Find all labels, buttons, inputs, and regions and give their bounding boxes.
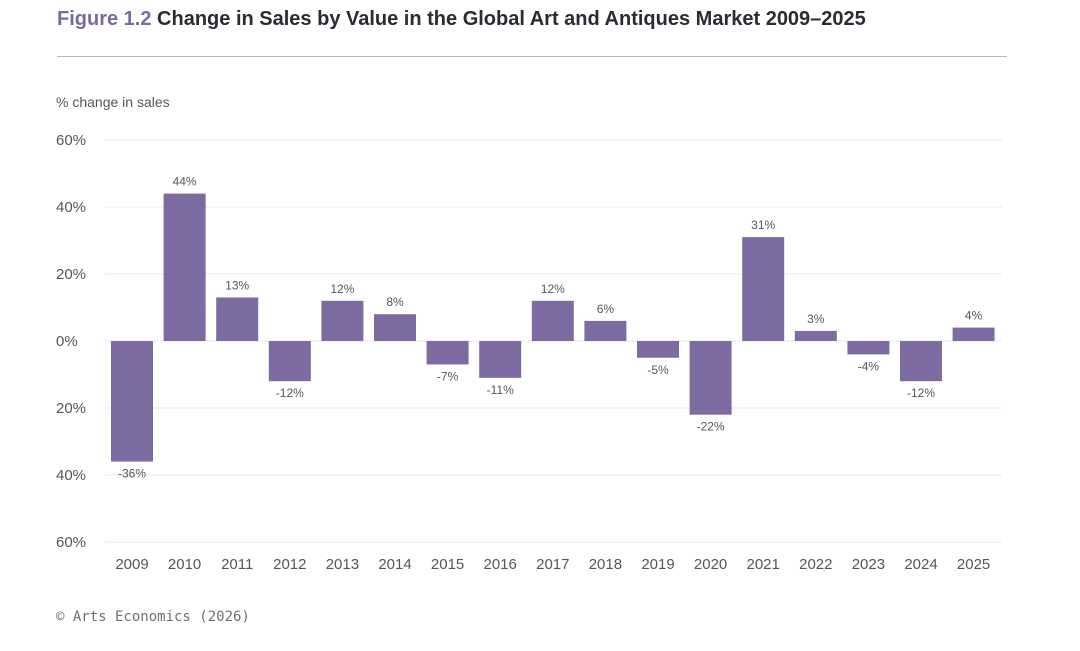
data-labels: -36% 44% 13% -12% 12% 8% -7% -11% 12% 6% -5% -22% 31… <box>118 175 983 481</box>
data-label-2022: 3% <box>807 312 825 326</box>
x-tick-label: 2022 <box>799 556 832 573</box>
figure-title-text: Change in Sales by Value in the Global A… <box>157 8 866 30</box>
bar-2016 <box>479 341 522 378</box>
x-tick-label: 2010 <box>168 556 201 573</box>
x-tick-label: 2020 <box>694 556 727 573</box>
x-axis-ticks: 2009 2010 2011 2012 2013 2014 2015 2016 2017 2018… <box>115 556 990 573</box>
bar-2015 <box>426 341 469 365</box>
data-label-2018: 6% <box>597 302 615 316</box>
gridlines <box>105 139 1002 543</box>
chart-title: Figure 1.2 Change in Sales by Value in t… <box>57 8 866 31</box>
bar-2011 <box>216 297 259 341</box>
x-tick-label: 2017 <box>536 556 569 573</box>
data-label-2024: -12% <box>907 386 935 400</box>
data-label-2019: -5% <box>647 363 669 377</box>
data-label-2009: -36% <box>118 467 146 481</box>
bar-2023 <box>847 341 890 355</box>
y-tick-label: 40% <box>56 199 86 216</box>
x-tick-label: 2023 <box>852 556 885 573</box>
data-label-2025: 4% <box>965 309 983 323</box>
x-tick-label: 2024 <box>904 556 937 573</box>
y-tick-label: 20% <box>56 266 86 283</box>
y-tick-label: 60% <box>56 132 86 149</box>
bar-2022 <box>794 330 837 341</box>
x-tick-label: 2014 <box>378 556 411 573</box>
data-label-2015: -7% <box>437 369 459 383</box>
x-tick-label: 2025 <box>957 556 990 573</box>
data-label-2010: 44% <box>173 175 197 189</box>
data-label-2021: 31% <box>751 218 775 232</box>
bar-2010 <box>163 193 206 341</box>
bar-2012 <box>268 341 311 382</box>
x-tick-label: 2021 <box>747 556 780 573</box>
bars <box>111 193 995 462</box>
data-label-2023: -4% <box>858 359 880 373</box>
x-tick-label: 2015 <box>431 556 464 573</box>
y-axis-ticks: 60% 40% 20% 0% 20% 40% 60% <box>56 132 86 551</box>
bar-2009 <box>111 341 153 462</box>
y-tick-label: 60% <box>56 534 86 551</box>
bar-2018 <box>584 320 627 341</box>
data-label-2014: 8% <box>386 295 404 309</box>
bar-2024 <box>900 341 942 382</box>
x-tick-label: 2018 <box>589 556 622 573</box>
bar-2021 <box>742 237 785 341</box>
x-tick-label: 2016 <box>484 556 517 573</box>
data-label-2016: -11% <box>487 383 514 397</box>
source-credit: © Arts Economics (2026) <box>56 609 250 625</box>
y-tick-label: 0% <box>56 333 78 350</box>
data-label-2012: -12% <box>276 386 304 400</box>
x-tick-label: 2019 <box>641 556 674 573</box>
data-label-2020: -22% <box>697 420 725 434</box>
x-tick-label: 2013 <box>326 556 359 573</box>
x-tick-label: 2012 <box>273 556 306 573</box>
bar-2019 <box>637 341 679 358</box>
x-tick-label: 2011 <box>221 556 253 573</box>
figure-number: Figure 1.2 <box>57 8 152 30</box>
title-divider <box>57 56 1007 57</box>
bar-2017 <box>531 300 574 341</box>
y-axis-label: % change in sales <box>56 94 170 110</box>
bar-2020 <box>689 341 732 415</box>
bar-2014 <box>374 314 416 341</box>
y-tick-label: 40% <box>56 467 86 484</box>
data-label-2011: 13% <box>225 278 249 292</box>
y-tick-label: 20% <box>56 400 86 417</box>
bar-2025 <box>952 327 995 341</box>
data-label-2017: 12% <box>541 282 565 296</box>
x-tick-label: 2009 <box>115 556 148 573</box>
bar-2013 <box>321 300 364 341</box>
data-label-2013: 12% <box>330 282 354 296</box>
